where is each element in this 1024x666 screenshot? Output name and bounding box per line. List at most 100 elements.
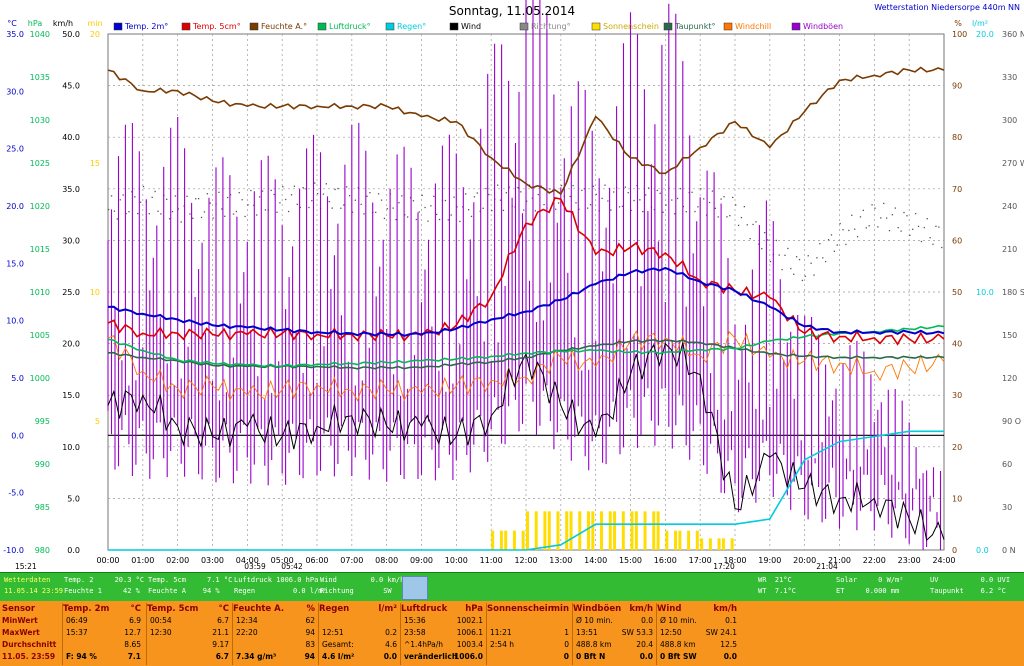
direction-dot (224, 215, 226, 217)
direction-dot (526, 200, 528, 202)
direction-dot (708, 201, 711, 204)
legend-swatch (449, 22, 459, 31)
chart-title: Sonntag, 11.05.2014 (449, 4, 575, 18)
legend-label: Regen° (397, 22, 426, 31)
series-windchill (107, 330, 945, 402)
col-row: 4.6 l/m² 0.0 (319, 651, 401, 663)
direction-dot (824, 260, 827, 263)
time-marker: 05:42 (281, 562, 303, 571)
temp-tick: 30.0 (6, 87, 24, 96)
sunshine-bar (678, 530, 682, 550)
legend-swatch (249, 22, 259, 31)
direction-dot (180, 221, 182, 223)
direction-dot (256, 214, 258, 216)
kmh-tick: 10.0 (62, 443, 80, 452)
direction-dot (331, 207, 333, 209)
cell-left: 15:37 (66, 628, 88, 637)
direction-dot (938, 226, 940, 228)
direction-dot (340, 207, 342, 209)
cell-right: 9.17 (212, 640, 229, 649)
col-unit: km/h (713, 604, 737, 614)
direction-dot (755, 221, 757, 223)
direction-dot (691, 191, 693, 193)
gb-c7-l1: Solar 0 W/m² (836, 576, 904, 584)
pct-tick: 90 (952, 82, 962, 91)
dir-tick: 0 N (1002, 546, 1016, 555)
direction-dot (229, 194, 232, 196)
col-row: 12:50 SW 24.1 (657, 627, 741, 639)
direction-dot (714, 207, 716, 209)
direction-dot (203, 211, 206, 213)
legend-label: Sonnenschein (603, 22, 659, 31)
time-tick: 23:00 (898, 556, 921, 565)
cell-left (487, 616, 490, 625)
direction-dot (395, 218, 397, 221)
time-tick: 03:00 (201, 556, 224, 565)
direction-dot (749, 237, 751, 240)
direction-dot (508, 186, 510, 188)
cell-right: SW 53.3 (621, 628, 653, 637)
col-row: Gesamt: 4.6 (319, 639, 401, 651)
direction-dot (534, 210, 537, 212)
direction-dot (369, 192, 371, 194)
cell-left (147, 640, 150, 649)
hpa-tick: 995 (35, 417, 50, 426)
direction-dot (555, 208, 557, 210)
direction-dot (610, 209, 612, 211)
sunshine-bar (499, 530, 503, 550)
direction-dot (174, 195, 177, 197)
direction-dot (813, 274, 815, 276)
gb-c8: UV 0.0 UVI Taupunkt 6.2 °C (930, 575, 1010, 599)
gb-c5: Wind 0.0 km/h Richtung SW (320, 575, 404, 599)
legend-swatch (723, 22, 733, 31)
direction-dot (317, 192, 319, 195)
dir-tick: 150 (1002, 331, 1017, 340)
time-tick: 24:00 (932, 556, 955, 565)
direction-dot (491, 209, 493, 212)
hpa-tick: 980 (35, 546, 50, 555)
direction-dot (273, 193, 275, 196)
axis-unit-left: km/h (53, 19, 73, 28)
time-tick: 08:00 (375, 556, 398, 565)
sunshine-bar (634, 511, 638, 550)
col-row: Ø 10 min. 0.1 (657, 615, 741, 627)
pct-tick: 80 (952, 133, 962, 142)
axis-unit-left: °C (7, 19, 17, 28)
gb-c6: WR 21°C WT 7.1°C (758, 575, 796, 599)
time-tick: 02:00 (166, 556, 189, 565)
sunshine-bar (565, 511, 569, 550)
cell-left: 22:20 (236, 628, 258, 637)
dir-tick: 90 O (1002, 417, 1021, 426)
cell-left: 12:50 (660, 628, 682, 637)
series-lines (107, 66, 945, 551)
sunshine-bar (600, 511, 604, 550)
lbl-min: MinWert (2, 616, 38, 625)
col-feuchte: Feuchte A.% 12:34 62 22:20 94 83 7.34 g/m³ 94 (232, 603, 319, 665)
col-title: Temp. 5cm (147, 604, 199, 614)
cell-right: 4.6 (385, 640, 397, 649)
direction-dot (851, 214, 853, 216)
sunshine-bar (665, 530, 669, 550)
direction-dot (639, 199, 641, 201)
legend-swatch (181, 22, 191, 31)
min-tick: 15 (90, 159, 100, 168)
direction-dot (238, 191, 240, 194)
cell-right: 1006.0 (454, 652, 483, 661)
temp-tick: 10.0 (6, 317, 24, 326)
direction-dot (761, 247, 763, 250)
direction-dot (244, 215, 246, 218)
direction-dot (914, 212, 917, 215)
direction-dot (270, 189, 272, 192)
direction-dot (920, 240, 923, 243)
direction-dot (125, 212, 127, 215)
time-tick: 01:00 (131, 556, 154, 565)
direction-dot (662, 211, 664, 213)
direction-dot (540, 185, 542, 187)
cell-left: 15:36 (404, 616, 426, 625)
direction-dot (929, 237, 931, 239)
sunshine-bar (512, 530, 516, 550)
col-row: veränderlich 1006.0 (401, 651, 487, 663)
col-row: 12:34 62 (233, 615, 319, 627)
cell-left: ^1.4hPa/h (404, 640, 444, 649)
gb-c3: Temp. 5cm 7.1 °C Feuchte A 94 % (148, 575, 232, 599)
